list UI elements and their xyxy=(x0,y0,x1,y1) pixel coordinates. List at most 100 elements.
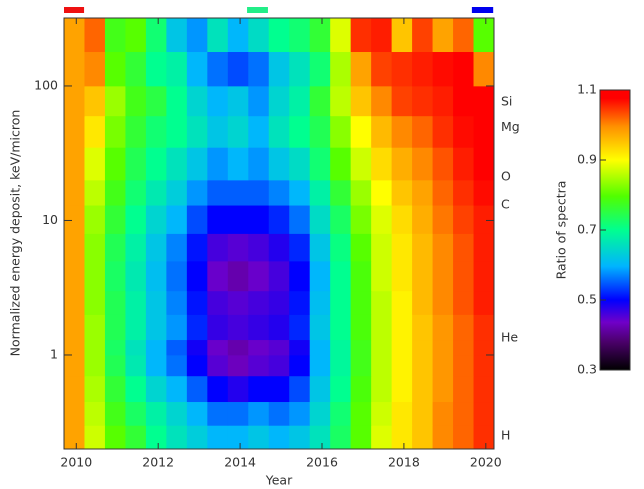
heat-cell xyxy=(268,339,290,356)
heat-cell xyxy=(125,51,147,87)
heat-cell xyxy=(125,425,147,450)
heat-cell xyxy=(248,233,270,262)
heat-cell xyxy=(186,179,208,206)
heat-cell xyxy=(350,233,372,262)
heat-cell xyxy=(371,51,393,87)
heat-cell xyxy=(453,401,474,426)
heat-cell xyxy=(330,339,352,356)
heat-cell xyxy=(166,115,188,148)
plot-frame xyxy=(63,17,495,450)
heat-cell xyxy=(104,314,126,341)
heat-cell xyxy=(104,179,126,206)
heat-cell xyxy=(125,147,147,181)
heat-cell xyxy=(330,375,352,403)
heat-cell xyxy=(145,314,167,341)
heat-cell xyxy=(207,339,229,356)
element-label: Si xyxy=(501,93,512,108)
heat-cell xyxy=(227,179,249,206)
heat-cell xyxy=(145,425,167,450)
heat-cell xyxy=(453,18,474,53)
heat-cell xyxy=(248,85,270,117)
heat-cell xyxy=(412,260,433,292)
heat-cell xyxy=(145,85,167,117)
heat-cell xyxy=(309,354,331,377)
heat-cell xyxy=(186,233,208,262)
heat-cell xyxy=(268,425,290,450)
period-marker xyxy=(64,7,85,13)
heat-cell xyxy=(145,375,167,403)
heat-cell xyxy=(268,85,290,117)
heat-cell xyxy=(104,260,126,292)
heat-cell xyxy=(186,425,208,450)
heat-cell xyxy=(432,425,454,450)
heat-cell xyxy=(248,375,270,403)
heat-cell xyxy=(412,339,433,356)
heat-cell xyxy=(166,375,188,403)
heat-cell xyxy=(330,147,352,181)
heat-cell xyxy=(350,18,372,53)
heat-cell xyxy=(84,179,106,206)
heat-cell xyxy=(330,354,352,377)
heat-cell xyxy=(330,233,352,262)
heat-cell xyxy=(248,147,270,181)
heat-cell xyxy=(125,314,147,341)
heat-cell xyxy=(248,115,270,148)
heat-cell xyxy=(207,179,229,206)
heat-cell xyxy=(104,85,126,117)
heat-cell xyxy=(84,290,106,315)
heat-cell xyxy=(227,354,249,377)
heat-cell xyxy=(350,147,372,181)
heat-cell xyxy=(412,179,433,206)
heat-cell xyxy=(268,290,290,315)
heat-cell xyxy=(453,314,474,341)
x-tick-label: 2020 xyxy=(470,455,502,470)
heat-cell xyxy=(309,314,331,341)
heat-cell xyxy=(64,425,85,450)
heat-cell xyxy=(309,425,331,450)
heat-cell xyxy=(166,205,188,234)
heat-cell xyxy=(125,354,147,377)
heat-cell xyxy=(412,314,433,341)
heat-cell xyxy=(248,401,270,426)
heat-cell xyxy=(207,85,229,117)
heat-cell xyxy=(371,375,393,403)
heat-cell xyxy=(227,260,249,292)
heat-cell xyxy=(104,115,126,148)
heat-cell xyxy=(453,290,474,315)
heat-cell xyxy=(391,290,413,315)
heat-cell xyxy=(309,147,331,181)
heat-cell xyxy=(309,115,331,148)
heat-cell xyxy=(473,354,495,377)
heat-cell xyxy=(391,85,413,117)
heat-cell xyxy=(64,147,85,181)
heat-cell xyxy=(432,354,454,377)
heat-cell xyxy=(227,51,249,87)
heat-cell xyxy=(432,205,454,234)
heat-cell xyxy=(330,115,352,148)
heat-cell xyxy=(412,85,433,117)
heat-cell xyxy=(432,375,454,403)
heat-cell xyxy=(145,179,167,206)
element-label: He xyxy=(501,329,518,344)
heat-cell xyxy=(371,339,393,356)
heat-cell xyxy=(248,354,270,377)
heat-cell xyxy=(186,115,208,148)
heat-cell xyxy=(166,339,188,356)
heat-cell xyxy=(432,401,454,426)
heat-cell xyxy=(186,147,208,181)
heat-cell xyxy=(145,354,167,377)
heat-cell xyxy=(186,339,208,356)
heat-cell xyxy=(248,51,270,87)
heat-cell xyxy=(309,51,331,87)
heat-cell xyxy=(309,205,331,234)
heat-cell xyxy=(145,18,167,53)
heat-cell xyxy=(289,314,311,341)
heat-cell xyxy=(125,375,147,403)
heat-cell xyxy=(330,401,352,426)
x-tick-label: 2010 xyxy=(60,455,92,470)
x-tick-label: 2014 xyxy=(224,455,256,470)
heat-cell xyxy=(125,85,147,117)
heat-cell xyxy=(268,179,290,206)
heat-cell xyxy=(371,18,393,53)
heat-cell xyxy=(289,290,311,315)
